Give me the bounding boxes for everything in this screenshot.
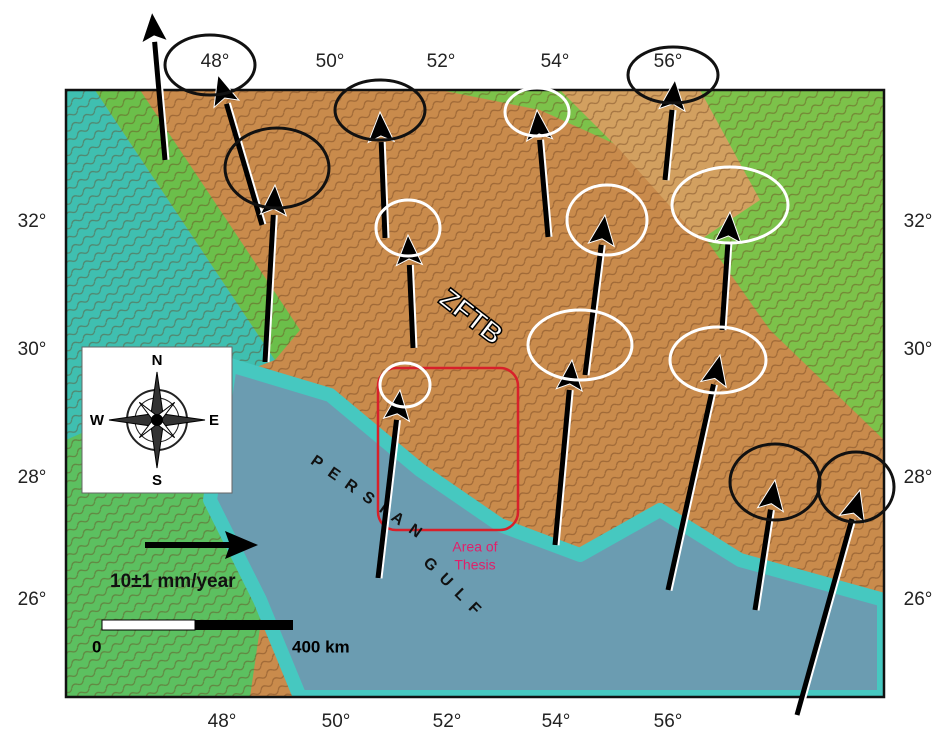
- compass-south: S: [152, 472, 162, 489]
- distance-bar: [102, 620, 195, 630]
- top-label: 48°: [201, 51, 230, 72]
- right-label: 30°: [904, 339, 933, 360]
- compass-west: W: [90, 412, 105, 429]
- distance-end: 400 km: [292, 637, 350, 656]
- velocity-scale: 10±1 mm/year: [110, 571, 236, 592]
- left-label: 28°: [18, 467, 47, 488]
- map-figure: Area of Thesis ZFTB PERSIAN GULF N S E W…: [0, 0, 940, 738]
- compass: N S E W: [82, 347, 232, 493]
- compass-east: E: [209, 412, 219, 429]
- study-area-label: Area of: [452, 539, 497, 555]
- bottom-label: 52°: [433, 711, 462, 732]
- left-label: 32°: [18, 211, 47, 232]
- bottom-label: 48°: [208, 711, 237, 732]
- left-label: 26°: [18, 589, 47, 610]
- right-label: 32°: [904, 211, 933, 232]
- right-label: 28°: [904, 467, 933, 488]
- distance-bar: [195, 620, 293, 630]
- bottom-label: 54°: [542, 711, 571, 732]
- bottom-label: 50°: [322, 711, 351, 732]
- compass-north: N: [152, 352, 163, 369]
- study-area-label: Thesis: [454, 557, 495, 573]
- top-label: 54°: [541, 51, 570, 72]
- left-label: 30°: [18, 339, 47, 360]
- right-label: 26°: [904, 589, 933, 610]
- top-label: 50°: [316, 51, 345, 72]
- distance-start: 0: [92, 637, 101, 656]
- top-label: 56°: [654, 51, 683, 72]
- bottom-label: 56°: [654, 711, 683, 732]
- vector-head: [142, 12, 168, 43]
- compass-center: [151, 414, 163, 426]
- top-label: 52°: [427, 51, 456, 72]
